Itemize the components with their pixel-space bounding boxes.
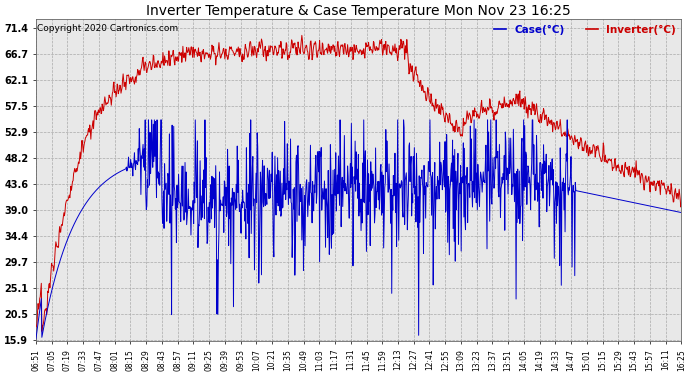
Text: Copyright 2020 Cartronics.com: Copyright 2020 Cartronics.com	[37, 24, 178, 33]
Legend: Case(°C), Inverter(°C): Case(°C), Inverter(°C)	[493, 24, 676, 34]
Title: Inverter Temperature & Case Temperature Mon Nov 23 16:25: Inverter Temperature & Case Temperature …	[146, 4, 571, 18]
